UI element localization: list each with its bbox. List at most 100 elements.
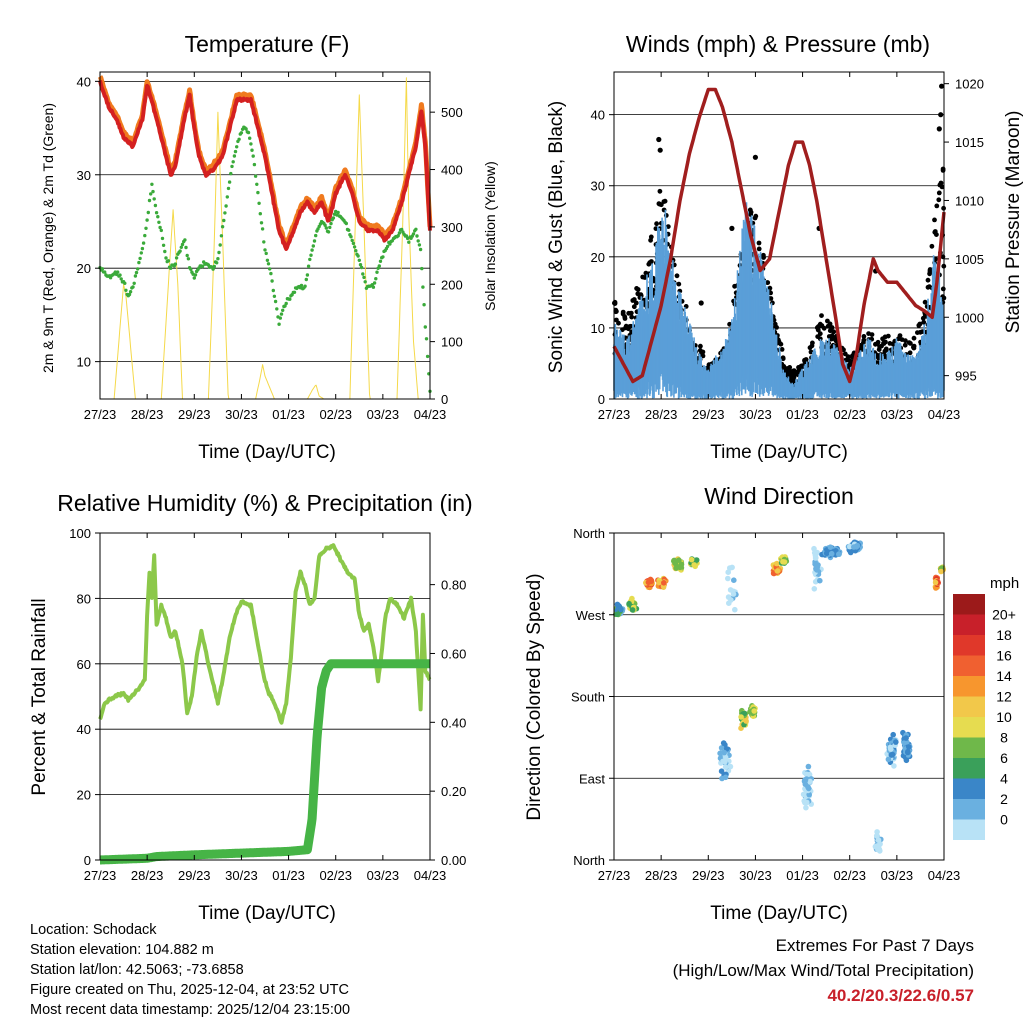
gust-point: [657, 147, 663, 153]
dewpoint-point: [423, 325, 427, 329]
legend-label: 16: [996, 648, 1012, 664]
dewpoint-point: [347, 228, 351, 232]
legend-swatch: [953, 758, 985, 779]
x-tick-label: 27/23: [84, 407, 117, 422]
y2-tick-label: 1000: [955, 310, 984, 325]
dewpoint-point: [215, 261, 219, 265]
direction-point: [727, 763, 734, 770]
dewpoint-point: [225, 195, 229, 199]
humidity-x-ticks: 27/23 28/23 29/23 30/23 01/23 02/23 03/23 04/23: [84, 533, 446, 883]
dewpoint-point: [146, 210, 150, 215]
dewpoint-point: [312, 239, 317, 243]
dewpoint-point: [124, 288, 128, 292]
direction-point: [905, 748, 911, 755]
dewpoint-point: [377, 264, 381, 268]
dewpoint-point: [349, 235, 353, 239]
dewpoint-point: [288, 297, 292, 301]
direction-point: [732, 606, 738, 613]
y2-tick-label: 300: [441, 220, 463, 235]
gust-point: [921, 319, 927, 325]
gust-point: [752, 154, 759, 160]
dewpoint-point: [281, 308, 285, 312]
dewpoint-point: [275, 307, 279, 311]
gust-point: [881, 340, 886, 346]
direction-point: [678, 561, 685, 568]
x-tick-label: 04/23: [414, 407, 447, 422]
x-tick-label: 03/23: [881, 868, 914, 883]
gust-point: [826, 323, 832, 329]
legend-swatch: [953, 717, 985, 738]
dewpoint-point: [141, 241, 146, 245]
legend-label: 4: [1000, 771, 1008, 787]
gust-point: [676, 281, 682, 287]
direction-point: [722, 758, 728, 765]
dewpoint-point: [143, 233, 147, 238]
y2-tick-label: 1010: [955, 193, 984, 208]
x-tick-label: 01/23: [786, 868, 819, 883]
recent-timestamp: Most recent data timestamp: 2025/12/04 2…: [30, 1002, 351, 1018]
gust-point: [940, 286, 946, 292]
dewpoint-point: [231, 160, 235, 164]
dewpoint-point: [324, 226, 328, 230]
dewpoint-point: [292, 290, 297, 294]
gust-point: [634, 286, 639, 291]
insolation-line: [100, 77, 430, 400]
temperature-frame: [99, 71, 431, 400]
dewpoint-point: [385, 244, 390, 249]
x-tick-label: 28/23: [645, 407, 678, 422]
direction-point: [731, 577, 737, 583]
direction-point: [932, 579, 939, 586]
dewpoint-point: [255, 182, 259, 186]
legend-label: 12: [996, 689, 1012, 705]
gust-point: [752, 215, 758, 221]
legend-label: 18: [996, 627, 1012, 643]
direction-point: [726, 600, 732, 606]
direction-point: [618, 606, 624, 613]
dewpoint-point: [230, 164, 234, 169]
y-tick-label: 40: [591, 108, 605, 123]
direction-point: [890, 731, 896, 738]
direction-point: [722, 754, 729, 761]
x-tick-label: 02/23: [319, 868, 352, 883]
dewpoint-point: [354, 249, 358, 253]
legend-label: 8: [1000, 730, 1008, 746]
dewpoint-point: [363, 280, 367, 284]
humidity-line: [98, 543, 432, 725]
x-tick-label: 03/23: [881, 407, 914, 422]
gust-point: [784, 367, 790, 373]
dewpoint-point: [336, 210, 340, 215]
extremes-box: Extremes For Past 7 Days (High/Low/Max W…: [673, 933, 974, 1008]
dewpoint-point: [309, 253, 313, 257]
direction-point: [656, 579, 662, 586]
dewpoint-point: [371, 285, 376, 289]
dewpoint-point: [174, 256, 179, 260]
direction-point: [774, 568, 781, 574]
temperature-ylabel: 2m & 9m T (Red, Orange) & 2m Td (Green): [40, 103, 56, 373]
dewpoint-point: [378, 259, 383, 263]
gust-point: [819, 313, 824, 318]
speed-legend: mph 20+ 18 16 14 12 10 8 6 4 2 0: [953, 575, 1019, 840]
legend-swatch: [953, 737, 985, 758]
pressure-line: [612, 87, 946, 384]
direction-point: [751, 708, 757, 714]
gust-point: [620, 309, 626, 315]
dewpoint-point: [200, 264, 205, 269]
gust-point: [927, 267, 933, 272]
temperature-y2label: Solar Insolation (Yellow): [482, 161, 498, 311]
direction-point: [676, 557, 682, 563]
dewpoint-point: [192, 276, 196, 280]
winds-y2-ticks: 995 1000 1005 1010 1015 1020: [944, 77, 984, 384]
gust-point: [779, 347, 785, 352]
dewpoint-point: [375, 270, 379, 274]
extremes-subtitle: (High/Low/Max Wind/Total Precipitation): [672, 961, 974, 980]
direction-point: [722, 774, 729, 781]
direction-point: [811, 586, 818, 592]
legend-label: 20+: [992, 607, 1016, 623]
dewpoint-point: [424, 337, 429, 341]
dewpoint-point: [420, 266, 424, 271]
dewpoint-point: [273, 299, 278, 304]
temperature-y-ticks: 10 20 30 40: [77, 74, 100, 370]
dewpoint-point: [173, 262, 178, 266]
y2-tick-label: 0.60: [441, 646, 466, 661]
